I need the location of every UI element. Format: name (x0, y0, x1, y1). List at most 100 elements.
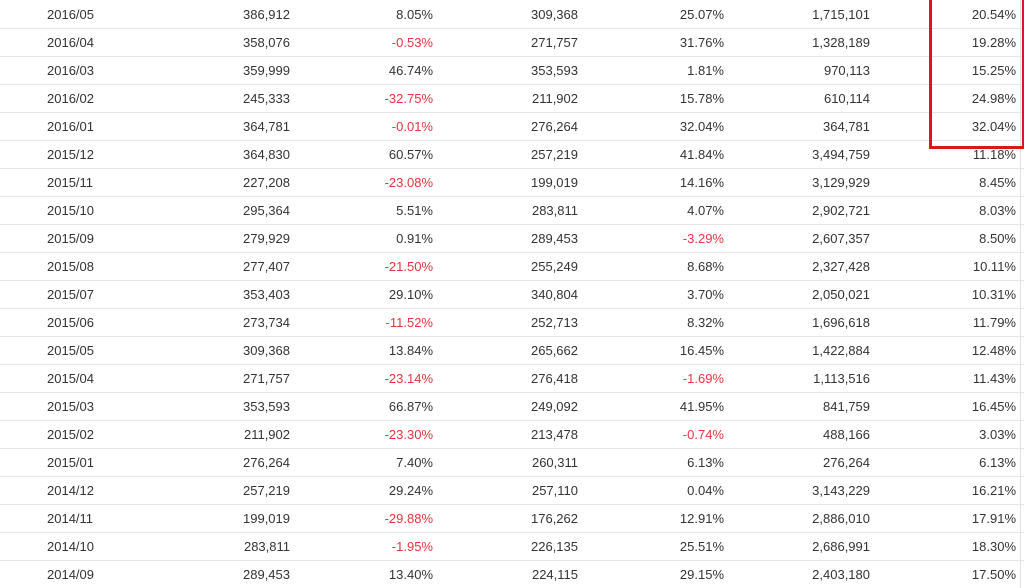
percent-cell: 32.04% (679, 119, 724, 134)
month: 2016/02 (47, 91, 94, 106)
value-cell: 199,019 (531, 175, 578, 190)
column-border (1020, 0, 1021, 588)
month: 2015/04 (47, 371, 94, 386)
table-row: 2014/11 199,019 -29.88% 176,262 12.91% 2,886,… (0, 505, 1024, 533)
month: 2015/08 (47, 259, 94, 274)
value-cell: 283,811 (531, 203, 578, 218)
month: 2014/12 (47, 483, 94, 498)
table-row: 2015/12 364,830 60.57% 257,219 41.84% 3,494,7… (0, 141, 1024, 169)
month: 2014/09 (47, 567, 94, 582)
value-cell: 276,264 (531, 119, 578, 134)
percent-cell: 0.91% (396, 231, 433, 246)
value-cell: 364,781 (823, 119, 870, 134)
value-cell: 841,759 (823, 399, 870, 414)
percent-cell: 5.51% (396, 203, 433, 218)
month: 2015/01 (47, 455, 94, 470)
percent-cell: 29.10% (388, 287, 433, 302)
percent-cell: 8.32% (687, 315, 724, 330)
value-cell: 970,113 (823, 63, 870, 78)
value-cell: 289,453 (243, 567, 290, 582)
percent-cell: 19.28% (971, 35, 1016, 50)
percent-cell: 32.04% (971, 119, 1016, 134)
percent-cell: -32.75% (384, 91, 433, 106)
percent-cell: 11.79% (972, 315, 1016, 330)
table-row: 2015/06 273,734 -11.52% 252,713 8.32% 1,696,6… (0, 309, 1024, 337)
value-cell: 257,110 (531, 483, 578, 498)
percent-cell: 17.91% (971, 511, 1016, 526)
percent-cell: 29.15% (679, 567, 724, 582)
value-cell: 199,019 (243, 511, 290, 526)
percent-cell: -21.50% (384, 259, 433, 274)
value-cell: 279,929 (243, 231, 290, 246)
percent-cell: 4.07% (687, 203, 724, 218)
value-cell: 358,076 (243, 35, 290, 50)
value-cell: 224,115 (531, 567, 578, 582)
value-cell: 283,811 (243, 539, 290, 554)
percent-cell: 46.74% (388, 63, 433, 78)
month: 2015/05 (47, 343, 94, 358)
table-row: 2015/01 276,264 7.40% 260,311 6.13% 276,264 6.… (0, 449, 1024, 477)
value-cell: 265,662 (531, 343, 578, 358)
value-cell: 1,113,516 (813, 371, 870, 386)
percent-cell: 15.78% (679, 91, 724, 106)
percent-cell: -0.53% (391, 35, 433, 50)
value-cell: 226,135 (531, 539, 578, 554)
percent-cell: -29.88% (384, 511, 433, 526)
month: 2015/12 (47, 147, 94, 162)
value-cell: 273,734 (243, 315, 290, 330)
percent-cell: 20.54% (971, 7, 1016, 22)
percent-cell: 41.84% (679, 147, 724, 162)
table-row: 2014/12 257,219 29.24% 257,110 0.04% 3,143,22… (0, 477, 1024, 505)
value-cell: 295,364 (243, 203, 290, 218)
percent-cell: 8.03% (979, 203, 1016, 218)
percent-cell: 8.68% (687, 259, 724, 274)
percent-cell: 8.45% (979, 175, 1016, 190)
month: 2015/11 (47, 175, 94, 190)
percent-cell: 3.70% (687, 287, 724, 302)
month: 2014/11 (47, 511, 94, 526)
value-cell: 260,311 (531, 455, 578, 470)
table-row: 2015/11 227,208 -23.08% 199,019 14.16% 3,129,… (0, 169, 1024, 197)
percent-cell: 41.95% (679, 399, 724, 414)
month: 2015/03 (47, 399, 94, 414)
percent-cell: 6.13% (979, 455, 1016, 470)
month: 2015/10 (47, 203, 94, 218)
table-row: 2015/07 353,403 29.10% 340,804 3.70% 2,050,02… (0, 281, 1024, 309)
percent-cell: 12.48% (971, 343, 1016, 358)
value-cell: 309,368 (243, 343, 290, 358)
value-cell: 488,166 (823, 427, 870, 442)
value-cell: 353,593 (531, 63, 578, 78)
percent-cell: 11.18% (972, 147, 1016, 162)
percent-cell: 18.30% (971, 539, 1016, 554)
value-cell: 277,407 (243, 259, 290, 274)
table-row: 2016/05 386,912 8.05% 309,368 25.07% 1,715,10… (0, 1, 1024, 29)
table-row: 2015/10 295,364 5.51% 283,811 4.07% 2,902,721… (0, 197, 1024, 225)
percent-cell: 0.04% (687, 483, 724, 498)
value-cell: 386,912 (243, 7, 290, 22)
value-cell: 2,403,180 (812, 567, 870, 582)
percent-cell: -1.69% (682, 371, 724, 386)
table-row: 2016/02 245,333 -32.75% 211,902 15.78% 610,11… (0, 85, 1024, 113)
value-cell: 249,092 (531, 399, 578, 414)
percent-cell: 8.05% (396, 7, 433, 22)
value-cell: 1,422,884 (812, 343, 870, 358)
value-cell: 340,804 (531, 287, 578, 302)
value-cell: 276,264 (823, 455, 870, 470)
value-cell: 353,593 (243, 399, 290, 414)
month: 2016/01 (47, 119, 94, 134)
percent-cell: 14.16% (679, 175, 724, 190)
percent-cell: 17.50% (971, 567, 1016, 582)
value-cell: 610,114 (823, 91, 870, 106)
value-cell: 364,781 (243, 119, 290, 134)
percent-cell: -23.08% (384, 175, 433, 190)
table-row: 2015/08 277,407 -21.50% 255,249 8.68% 2,327,4… (0, 253, 1024, 281)
value-cell: 2,886,010 (812, 511, 870, 526)
month: 2014/10 (47, 539, 94, 554)
percent-cell: 16.21% (971, 483, 1016, 498)
value-cell: 227,208 (243, 175, 290, 190)
percent-cell: 31.76% (679, 35, 724, 50)
value-cell: 2,050,021 (812, 287, 870, 302)
percent-cell: 29.24% (388, 483, 433, 498)
value-cell: 257,219 (243, 483, 290, 498)
